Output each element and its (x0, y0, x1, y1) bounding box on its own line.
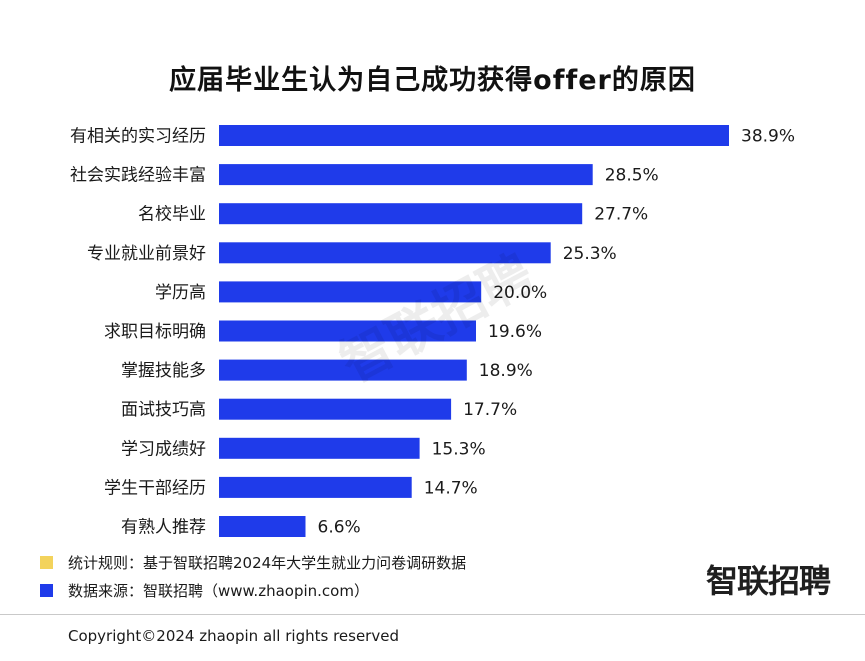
footnotes: 统计规则：基于智联招聘2024年大学生就业力问卷调研数据 数据来源：智联招聘（w… (40, 552, 466, 608)
bar (219, 359, 467, 381)
value-label: 6.6% (318, 518, 361, 538)
category-label: 学生干部经历 (104, 478, 206, 498)
bar (219, 164, 593, 186)
note-source-text: 数据来源：智联招聘（www.zhaopin.com） (68, 581, 369, 600)
bar (219, 203, 583, 225)
value-label: 28.5% (605, 166, 659, 186)
category-label: 学历高 (155, 283, 206, 303)
note-rule-swatch (40, 555, 53, 569)
category-label: 面试技巧高 (121, 400, 206, 420)
value-label: 27.7% (594, 205, 648, 225)
footer-divider (0, 614, 865, 615)
bar-chart: 有相关的实习经历 38.9% 社会实践经验丰富 28.5% 名校毕业 27.7% 专业就业前… (70, 125, 795, 538)
note-source-swatch (40, 583, 53, 597)
bar (219, 516, 306, 537)
category-label: 专业就业前景好 (87, 244, 206, 264)
value-label: 20.0% (493, 283, 547, 303)
value-label: 38.9% (741, 127, 795, 147)
chart-title: 应届毕业生认为自己成功获得offer的原因 (169, 65, 696, 96)
bar (219, 320, 476, 342)
category-label: 名校毕业 (138, 205, 206, 225)
value-label: 14.7% (424, 478, 478, 498)
bar (219, 476, 412, 498)
category-label: 有熟人推荐 (121, 517, 206, 538)
category-label: 学习成绩好 (121, 439, 206, 459)
bar (219, 437, 420, 459)
bar (219, 242, 551, 264)
note-rule-text: 统计规则：基于智联招聘2024年大学生就业力问卷调研数据 (68, 553, 467, 572)
value-label: 15.3% (432, 439, 486, 459)
category-label: 有相关的实习经历 (70, 127, 206, 147)
category-label: 掌握技能多 (121, 361, 206, 381)
brand-logo: 智联招聘 (706, 562, 831, 600)
note-rule-row: 统计规则：基于智联招聘2024年大学生就业力问卷调研数据 (40, 552, 466, 572)
value-label: 25.3% (563, 244, 617, 264)
category-label: 求职目标明确 (104, 322, 206, 342)
bars-layer: 有相关的实习经历 38.9% 社会实践经验丰富 28.5% 名校毕业 27.7% 专业就业前… (70, 125, 795, 538)
bar (219, 125, 729, 146)
value-label: 18.9% (479, 361, 533, 381)
copyright-text: Copyright©2024 zhaopin all rights reserv… (68, 627, 399, 645)
value-label: 17.7% (463, 400, 517, 420)
bar (219, 281, 482, 303)
category-label: 社会实践经验丰富 (70, 166, 206, 186)
value-label: 19.6% (488, 322, 542, 342)
bar (219, 398, 452, 420)
note-source-row: 数据来源：智联招聘（www.zhaopin.com） (40, 580, 466, 600)
